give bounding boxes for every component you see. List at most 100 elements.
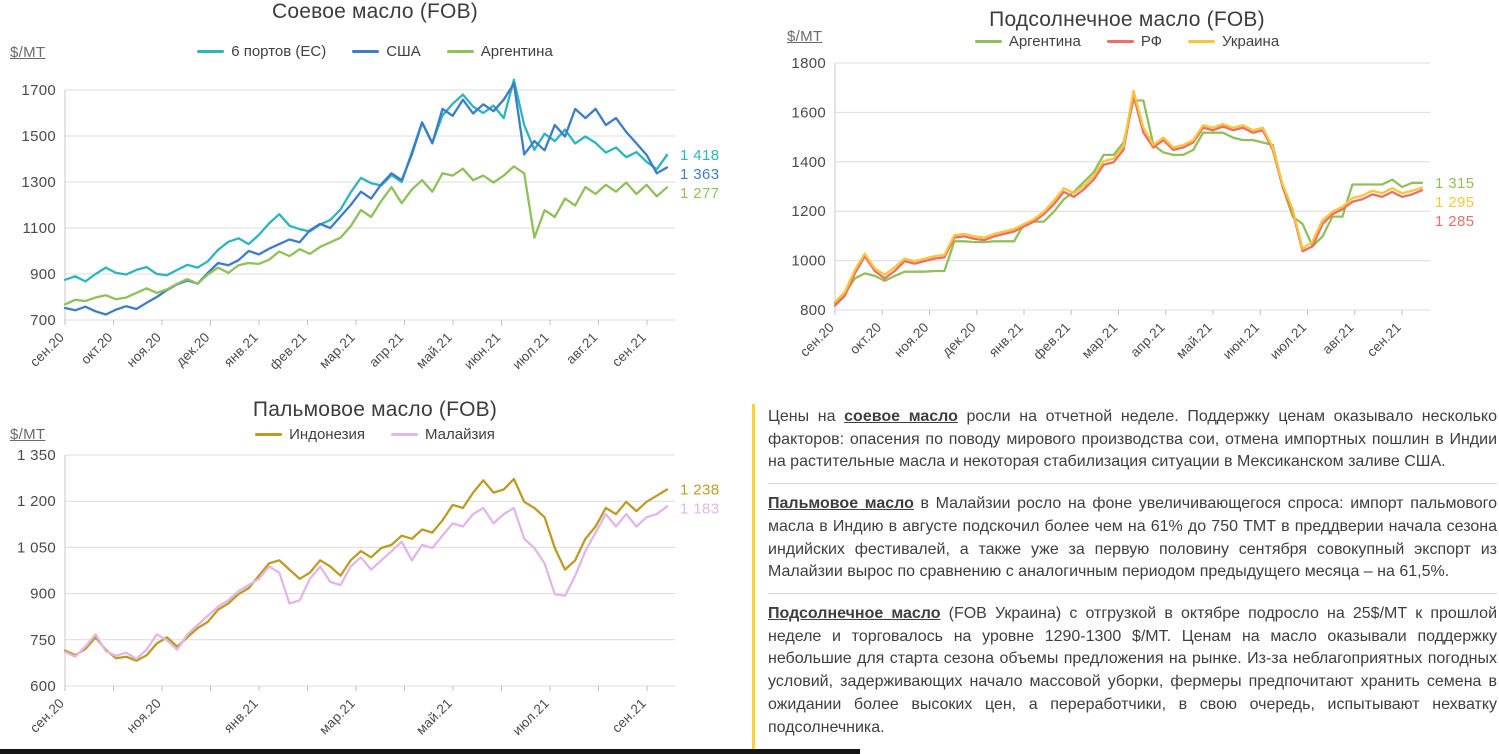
svg-text:апр.21: апр.21 bbox=[1127, 320, 1168, 361]
legend-label: Украина bbox=[1222, 33, 1280, 50]
svg-text:июл.21: июл.21 bbox=[510, 696, 553, 739]
soybean-oil-chart: Соевое масло (FOB) $/MT 6 портов (ЕС) США… bbox=[0, 0, 750, 398]
svg-text:июн.21: июн.21 bbox=[1220, 320, 1262, 362]
svg-text:1100: 1100 bbox=[23, 220, 56, 237]
term-sunflower-oil: Подсолнечное масло bbox=[768, 605, 941, 623]
svg-text:май.21: май.21 bbox=[1173, 320, 1215, 362]
svg-text:1000: 1000 bbox=[791, 253, 826, 270]
chart-title: Соевое масло (FOB) bbox=[271, 0, 478, 23]
svg-text:1300: 1300 bbox=[21, 174, 56, 191]
legend-line-swatch bbox=[1188, 40, 1216, 43]
svg-text:1 418: 1 418 bbox=[680, 147, 720, 164]
commentary-paragraph-palm: Пальмовое масло в Малайзии росло на фоне… bbox=[768, 493, 1497, 584]
legend-item: Аргентина bbox=[974, 33, 1081, 50]
legend: 6 портов (ЕС) США Аргентина bbox=[0, 43, 750, 60]
paragraph-text: (FOB Украина) с отгрузкой в октябре подр… bbox=[768, 605, 1498, 736]
svg-text:1 200: 1 200 bbox=[17, 493, 56, 510]
legend-label: РФ bbox=[1140, 33, 1163, 50]
svg-text:800: 800 bbox=[800, 302, 826, 319]
svg-text:авг.21: авг.21 bbox=[1319, 320, 1356, 357]
term-soybean-oil: соевое масло bbox=[844, 408, 958, 425]
svg-text:дек.20: дек.20 bbox=[173, 330, 213, 370]
svg-text:фев.21: фев.21 bbox=[267, 330, 310, 373]
svg-text:1600: 1600 bbox=[791, 104, 826, 121]
svg-text:янв.21: янв.21 bbox=[986, 320, 1026, 360]
svg-text:дек.20: дек.20 bbox=[939, 320, 979, 360]
svg-text:июн.21: июн.21 bbox=[461, 330, 503, 372]
svg-text:1 363: 1 363 bbox=[680, 166, 720, 183]
svg-text:900: 900 bbox=[30, 266, 56, 283]
commentary-paragraph-sunflower: Подсолнечное масло (FOB Украина) с отгру… bbox=[768, 603, 1497, 739]
sunflower-oil-chart: Подсолнечное масло (FOB) $/MT Аргентина Р… bbox=[755, 0, 1499, 398]
legend-item: Аргентина bbox=[446, 43, 553, 60]
svg-text:1500: 1500 bbox=[21, 128, 56, 145]
paragraph-text: в Малайзии росло на фоне увеличивающегос… bbox=[768, 495, 1497, 581]
svg-text:1400: 1400 bbox=[791, 154, 826, 171]
bottom-edge-bar bbox=[0, 749, 860, 754]
chart-title: Подсолнечное масло (FOB) bbox=[989, 8, 1265, 31]
paragraph-divider bbox=[768, 483, 1497, 485]
legend-item: 6 портов (ЕС) bbox=[197, 43, 326, 60]
palm-oil-chart: Пальмовое масло (FOB) $/MT Индонезия Мала… bbox=[0, 396, 750, 754]
svg-text:700: 700 bbox=[30, 312, 56, 329]
svg-text:сен.20: сен.20 bbox=[797, 320, 837, 360]
unit-label: $/MT bbox=[787, 28, 823, 45]
svg-text:фев.21: фев.21 bbox=[1030, 320, 1073, 363]
legend-item: Индонезия bbox=[255, 426, 365, 443]
svg-text:1 050: 1 050 bbox=[17, 539, 56, 556]
svg-text:сен.21: сен.21 bbox=[609, 696, 649, 736]
svg-text:авг.21: авг.21 bbox=[563, 330, 600, 367]
unit-label: $/MT bbox=[10, 44, 46, 61]
svg-text:ноя.20: ноя.20 bbox=[124, 696, 164, 736]
svg-text:мар.21: мар.21 bbox=[316, 696, 358, 738]
svg-text:1 295: 1 295 bbox=[1435, 194, 1475, 211]
svg-text:янв.21: янв.21 bbox=[221, 696, 261, 736]
legend-label: Аргентина bbox=[480, 43, 553, 60]
svg-text:янв.21: янв.21 bbox=[221, 330, 261, 370]
paragraph-divider bbox=[768, 593, 1497, 595]
legend-label: Аргентина bbox=[1008, 33, 1081, 50]
svg-text:600: 600 bbox=[30, 678, 56, 695]
svg-text:окт.20: окт.20 bbox=[78, 330, 116, 368]
svg-text:1 315: 1 315 bbox=[1435, 175, 1475, 192]
svg-text:1 277: 1 277 bbox=[680, 185, 720, 202]
svg-text:1200: 1200 bbox=[791, 203, 826, 220]
legend-item: РФ bbox=[1106, 33, 1163, 50]
svg-text:апр.21: апр.21 bbox=[366, 330, 407, 371]
svg-text:май.21: май.21 bbox=[413, 696, 455, 738]
svg-text:мар.21: мар.21 bbox=[1079, 320, 1121, 362]
legend-item: США bbox=[352, 43, 421, 60]
svg-text:ноя.20: ноя.20 bbox=[124, 330, 164, 370]
svg-text:1 350: 1 350 bbox=[17, 447, 56, 464]
svg-text:июл.21: июл.21 bbox=[510, 330, 553, 373]
svg-text:май.21: май.21 bbox=[413, 330, 455, 372]
commentary-panel: Цены на соевое масло росли на отчетной н… bbox=[752, 404, 1499, 754]
legend-item: Малайзия bbox=[390, 426, 495, 443]
svg-text:1 183: 1 183 bbox=[680, 500, 720, 517]
legend-label: США bbox=[386, 43, 421, 60]
chart-title: Пальмовое масло (FOB) bbox=[252, 398, 498, 421]
legend-item: Украина bbox=[1188, 33, 1279, 50]
legend-line-swatch bbox=[255, 433, 283, 436]
paragraph-text: Цены на bbox=[768, 408, 845, 425]
svg-text:750: 750 bbox=[30, 632, 56, 649]
legend-line-swatch bbox=[1106, 40, 1134, 43]
svg-text:мар.21: мар.21 bbox=[316, 330, 358, 372]
legend-line-swatch bbox=[390, 433, 418, 436]
legend-label: Малайзия bbox=[424, 426, 495, 443]
unit-label: $/MT bbox=[10, 426, 46, 443]
svg-text:1700: 1700 bbox=[21, 82, 56, 99]
svg-text:1800: 1800 bbox=[791, 55, 826, 72]
legend-line-swatch bbox=[197, 50, 225, 53]
svg-text:сен.20: сен.20 bbox=[27, 330, 67, 370]
svg-text:июл.21: июл.21 bbox=[1267, 320, 1310, 363]
svg-text:900: 900 bbox=[30, 586, 56, 603]
svg-text:1 285: 1 285 bbox=[1435, 213, 1475, 230]
commentary-paragraph-soy: Цены на соевое масло росли на отчетной н… bbox=[768, 406, 1497, 474]
legend: Аргентина РФ Украина bbox=[755, 33, 1499, 50]
legend-label: 6 портов (ЕС) bbox=[231, 43, 327, 60]
